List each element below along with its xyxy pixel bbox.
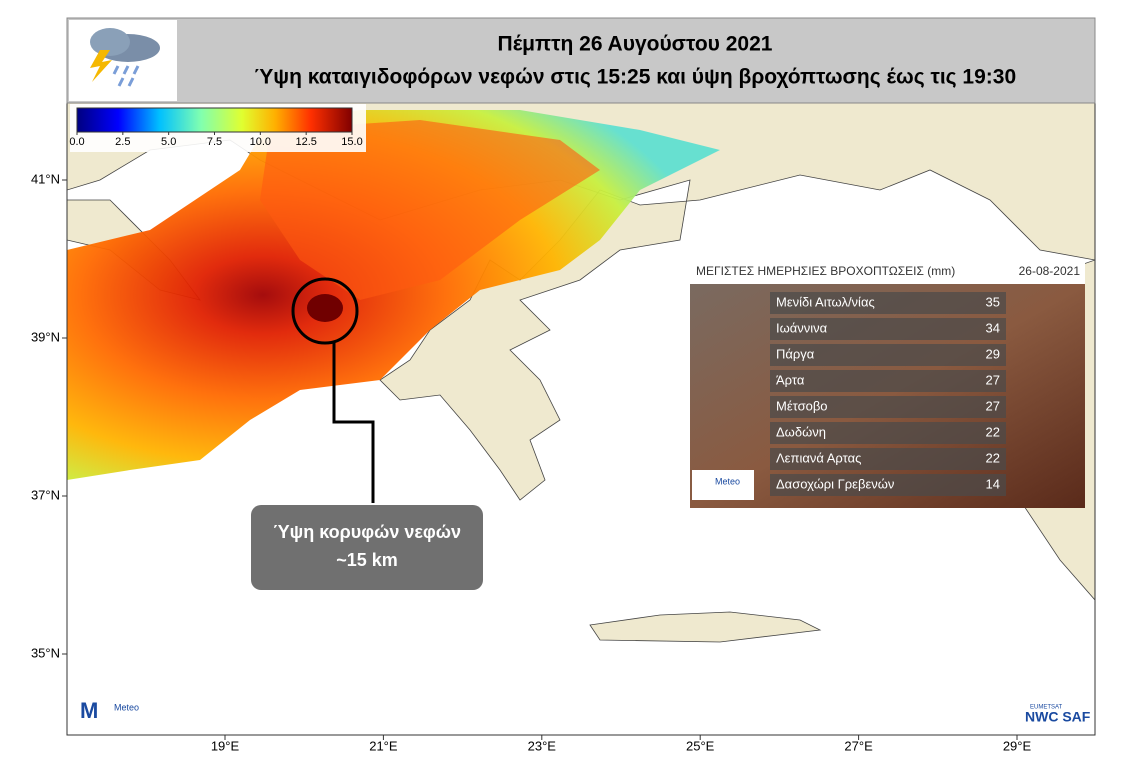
row-value: 27 bbox=[986, 398, 1000, 413]
lon-tick-label: 29°E bbox=[1003, 738, 1032, 753]
table-row bbox=[770, 448, 1006, 470]
table-title: ΜΕΓΙΣΤΕΣ ΗΜΕΡΗΣΙΕΣ ΒΡΟΧΟΠΤΩΣΕΙΣ (mm) bbox=[696, 264, 955, 278]
annotation-text: ~15 km bbox=[336, 550, 398, 570]
colorbar bbox=[76, 107, 353, 133]
highlight-circle bbox=[291, 277, 359, 345]
colorbar-tick-label: 5.0 bbox=[161, 136, 176, 148]
table-row bbox=[770, 344, 1006, 366]
weather-icon bbox=[90, 28, 160, 87]
annotation-box bbox=[251, 505, 483, 590]
colorbar-tick-label: 10.0 bbox=[250, 136, 271, 148]
table-header bbox=[690, 260, 1085, 284]
lat-tick-label: 35°N bbox=[31, 645, 60, 660]
title: Πέμπτη 26 Αυγούστου 2021 bbox=[498, 33, 773, 56]
row-name: Άρτα bbox=[776, 372, 805, 387]
precipitation-max bbox=[307, 294, 343, 322]
precipitation-core bbox=[260, 120, 600, 300]
row-name: Μέτσοβο bbox=[776, 398, 828, 413]
row-value: 35 bbox=[986, 294, 1000, 309]
lat-tick-label: 39°N bbox=[31, 329, 60, 344]
row-value: 29 bbox=[986, 346, 1000, 361]
meteo-mark: M bbox=[80, 698, 98, 723]
table-row bbox=[770, 396, 1006, 418]
lon-tick-label: 19°E bbox=[211, 738, 240, 753]
row-name: Ιωάννινα bbox=[776, 320, 828, 335]
lon-tick-label: 27°E bbox=[844, 738, 873, 753]
row-name: Δασοχώρι Γρεβενών bbox=[776, 476, 894, 491]
colorbar-tick-label: 0.0 bbox=[69, 136, 84, 148]
table-rows: Μενίδι Αιτωλ/νίας 35 Ιωάννινα 34 Πάργα 29 Άρτα… bbox=[770, 292, 1006, 496]
meteo-logo: Meteo bbox=[114, 702, 139, 712]
row-name: Μενίδι Αιτωλ/νίας bbox=[776, 294, 875, 309]
colorbar-tick-label: 12.5 bbox=[295, 136, 316, 148]
row-name: Δωδώνη bbox=[776, 424, 826, 439]
lon-tick-label: 25°E bbox=[686, 738, 715, 753]
table-row bbox=[770, 318, 1006, 340]
row-value: 34 bbox=[986, 320, 1000, 335]
leader-line bbox=[332, 343, 375, 503]
annotation-text: Ύψη κορυφών νεφών bbox=[273, 522, 461, 542]
table-logo bbox=[692, 470, 754, 500]
header-box bbox=[66, 17, 1096, 104]
precipitation bbox=[67, 110, 720, 480]
colorbar-tick-label: 2.5 bbox=[115, 136, 130, 148]
nwcsaf-logo: NWC SAF bbox=[1025, 709, 1091, 725]
table-date: 26-08-2021 bbox=[1019, 264, 1081, 278]
lon-tick-label: 21°E bbox=[369, 738, 398, 753]
lat-tick-label: 41°N bbox=[31, 171, 60, 186]
table-row bbox=[770, 422, 1006, 444]
lat-tick-label: 37°N bbox=[31, 487, 60, 502]
row-name: Λεπιανά Αρτας bbox=[776, 450, 861, 465]
row-value: 27 bbox=[986, 372, 1000, 387]
row-value: 14 bbox=[986, 476, 1000, 491]
colorbar-tick-label: 15.0 bbox=[341, 136, 362, 148]
row-name: Πάργα bbox=[776, 346, 815, 361]
land-crete bbox=[589, 611, 822, 643]
eumetsat-logo: EUMETSAT bbox=[1030, 705, 1063, 711]
table-row bbox=[770, 292, 1006, 314]
table-logo-text: Meteo bbox=[715, 476, 740, 486]
lon-tick-label: 23°E bbox=[528, 738, 557, 753]
colorbar-tick-label: 7.5 bbox=[207, 136, 222, 148]
subtitle: Ύψη καταιγιδοφόρων νεφών στις 15:25 και … bbox=[254, 66, 1016, 89]
row-value: 22 bbox=[986, 450, 1000, 465]
row-value: 22 bbox=[986, 424, 1000, 439]
table-row bbox=[770, 474, 1006, 496]
table-row bbox=[770, 370, 1006, 392]
